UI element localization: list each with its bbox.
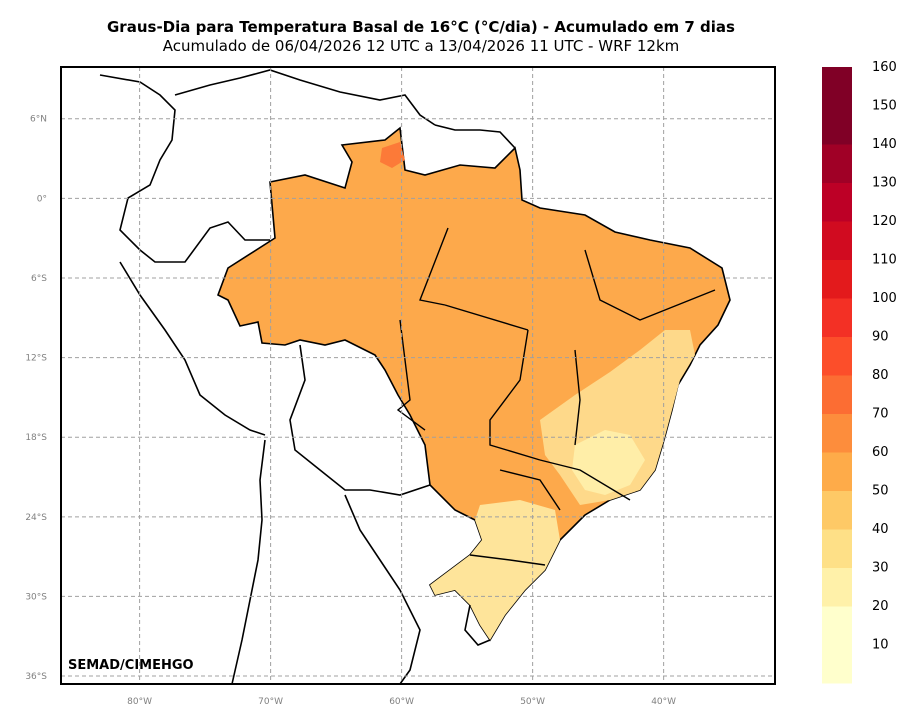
uruguay-coast — [464, 604, 491, 646]
rs-sc-border — [469, 554, 546, 566]
goias-border — [489, 329, 541, 461]
colorbar-tick-label: 30 — [872, 561, 889, 576]
roraima-hotspot-fill — [380, 142, 405, 168]
lat-tick-label: 18°S — [25, 433, 47, 443]
colombia-venezuela-border — [99, 74, 270, 263]
colorbar-swatch — [822, 298, 852, 337]
colorbar-swatch — [822, 606, 852, 645]
venezuela-north-coast — [174, 69, 436, 126]
bolivia-paraguay-border — [289, 344, 431, 496]
colorbar-tick-label: 140 — [872, 137, 897, 152]
colorbar: 10 20 30 40 50 60 70 80 90 100 110 120 130 140 150 160 — [822, 60, 897, 684]
colorbar-swatch — [822, 144, 852, 183]
map-gridlines — [61, 67, 775, 684]
colorbar-tick-label: 80 — [872, 368, 889, 383]
country-borders — [99, 69, 516, 685]
map-frame — [60, 66, 776, 685]
colorbar-swatch — [822, 259, 852, 299]
colorbar-tick-label: 100 — [872, 291, 897, 306]
mt-border — [396, 319, 426, 431]
lon-tick-label: 70°W — [258, 697, 283, 707]
map-subtitle: Acumulado de 06/04/2026 12 UTC a 13/04/2… — [162, 37, 680, 55]
lat-tick-label: 24°S — [25, 513, 47, 523]
colorbar-swatch — [822, 221, 852, 260]
lon-tick-label: 60°W — [389, 697, 414, 707]
colorbar-tick-label: 60 — [872, 445, 889, 460]
colorbar-tick-label: 90 — [872, 330, 889, 345]
lat-tick-label: 6°N — [30, 115, 47, 125]
guiana-coast — [434, 124, 516, 149]
south-light-fill — [430, 500, 560, 640]
lat-tick-label: 12°S — [25, 354, 47, 364]
colorbar-swatch — [822, 644, 852, 684]
colorbar-swatch — [822, 452, 852, 491]
colorbar-swatch — [822, 490, 852, 530]
northeast-states-border — [584, 249, 716, 321]
degree-day-fill — [217, 126, 731, 642]
lat-tick-label: 6°S — [31, 274, 47, 284]
colorbar-swatch — [822, 182, 852, 222]
colorbar-tick-label: 20 — [872, 599, 889, 614]
peru-coast — [119, 261, 266, 436]
colorbar-swatch — [822, 529, 852, 568]
colorbar-tick-label: 10 — [872, 638, 889, 653]
colorbar-swatch — [822, 67, 852, 106]
lon-tick-label: 40°W — [651, 697, 676, 707]
colorbar-tick-label: 70 — [872, 407, 889, 422]
para-mt-border — [444, 304, 529, 331]
lat-tick-label: 30°S — [25, 592, 47, 602]
map-title: Graus-Dia para Temperatura Basal de 16°C… — [107, 18, 735, 36]
brazil-fill — [217, 126, 731, 642]
colorbar-tick-label: 120 — [872, 214, 897, 229]
bahia-border — [574, 349, 581, 446]
argentina-border — [344, 494, 421, 685]
sp-pr-border — [499, 469, 561, 511]
minas-border — [539, 459, 631, 501]
colorbar-tick-label: 160 — [872, 60, 897, 75]
state-borders — [396, 227, 716, 566]
colorbar-swatch — [822, 413, 852, 453]
colorbar-swatch — [822, 375, 852, 414]
colorbar-tick-label: 130 — [872, 176, 897, 191]
colorbar-swatch — [822, 336, 852, 376]
credit-label: SEMAD/CIMEHGO — [68, 658, 194, 673]
chile-coast — [231, 439, 266, 685]
lon-tick-label: 50°W — [520, 697, 545, 707]
colorbar-tick-label: 150 — [872, 99, 897, 114]
map-tick-labels: 6°N 0° 6°S 12°S 18°S 24°S 30°S 36°S 80°W 70°W 60°W… — [25, 115, 676, 707]
lat-tick-label: 0° — [37, 194, 47, 204]
colorbar-tick-label: 110 — [872, 253, 897, 268]
colorbar-tick-label: 40 — [872, 522, 889, 537]
colorbar-swatch — [822, 105, 852, 145]
lat-tick-label: 36°S — [25, 672, 47, 682]
minas-lightest-fill — [572, 430, 645, 495]
colorbar-tick-label: 50 — [872, 484, 889, 499]
lon-tick-label: 80°W — [127, 697, 152, 707]
amazonas-para-border — [419, 227, 449, 306]
colorbar-swatch — [822, 567, 852, 607]
